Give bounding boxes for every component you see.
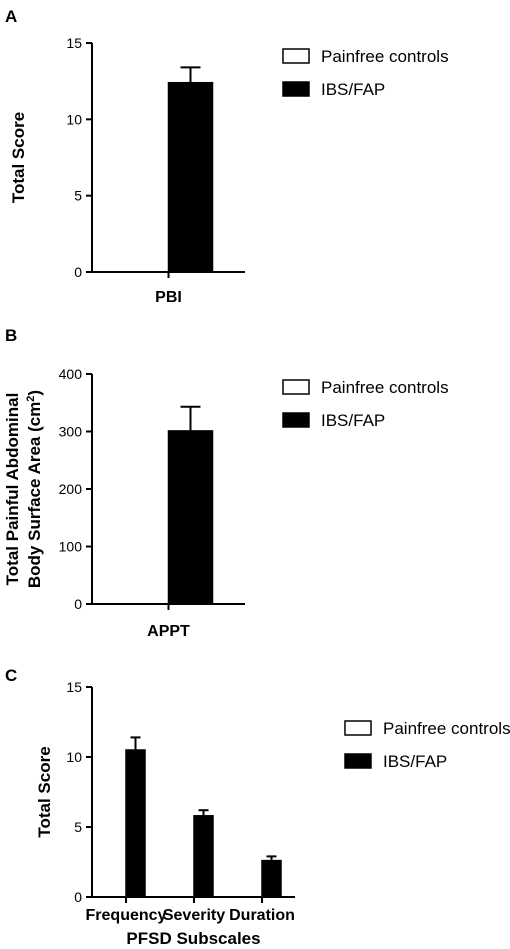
legend-label-controls: Painfree controls <box>321 378 449 397</box>
y-axis-title-close: ) <box>25 390 44 396</box>
y-tick-label: 200 <box>59 481 83 497</box>
chart-panel-a: 0 5 10 15 Total Score PBI Painfree controls IBS… <box>9 35 449 306</box>
panel-label-c: C <box>5 666 17 685</box>
y-axis-title-superscript: 2 <box>25 396 37 402</box>
legend-label-ibs-fap: IBS/FAP <box>321 80 385 99</box>
legend-label-ibs-fap: IBS/FAP <box>383 752 447 771</box>
bar-ibs-fap <box>261 859 282 898</box>
x-category-label: Severity <box>163 907 225 924</box>
bar-ibs-fap <box>125 749 146 898</box>
y-axis-title-line-2: Body Surface Area (cm2) <box>25 390 44 588</box>
legend-swatch-ibs-fap <box>282 81 310 97</box>
x-axis-title: PFSD Subscales <box>126 929 260 948</box>
x-category-label: Frequency <box>86 907 167 924</box>
y-tick-label: 15 <box>66 35 82 51</box>
y-tick-label: 15 <box>66 679 82 695</box>
y-tick-label: 0 <box>74 596 82 612</box>
legend-swatch-ibs-fap <box>344 753 372 769</box>
legend-swatch-controls <box>282 48 310 64</box>
y-tick-label: 10 <box>66 749 82 765</box>
chart-panel-b: 0 100 200 300 400 Total Painful Abdominal Body… <box>3 366 449 640</box>
panel-label-a: A <box>5 7 17 26</box>
y-axis-title: Total Score <box>9 112 28 203</box>
legend-swatch-controls <box>344 720 372 736</box>
bar-ibs-fap <box>167 430 214 605</box>
x-category-label: Duration <box>229 907 295 924</box>
legend-swatch-ibs-fap <box>282 412 310 428</box>
legend-label-controls: Painfree controls <box>321 47 449 66</box>
y-tick-label: 0 <box>74 264 82 280</box>
bar-ibs-fap <box>193 815 214 898</box>
y-tick-label: 100 <box>59 539 83 555</box>
y-tick-label: 5 <box>74 819 82 835</box>
y-tick-label: 0 <box>74 889 82 905</box>
y-tick-label: 400 <box>59 366 83 382</box>
y-axis-title-line-1: Total Painful Abdominal <box>3 393 22 586</box>
x-category-label: APPT <box>147 623 190 640</box>
legend-swatch-controls <box>282 379 310 395</box>
y-tick-label: 10 <box>66 111 82 127</box>
legend-label-controls: Painfree controls <box>383 719 510 738</box>
y-tick-label: 300 <box>59 424 83 440</box>
y-tick-label: 5 <box>74 188 82 204</box>
y-axis-title-text: Body Surface Area (cm <box>25 402 44 588</box>
panel-label-b: B <box>5 326 17 345</box>
x-category-label: PBI <box>155 289 182 306</box>
bar-ibs-fap <box>167 81 214 273</box>
legend-label-ibs-fap: IBS/FAP <box>321 411 385 430</box>
y-axis-title: Total Score <box>35 746 54 837</box>
